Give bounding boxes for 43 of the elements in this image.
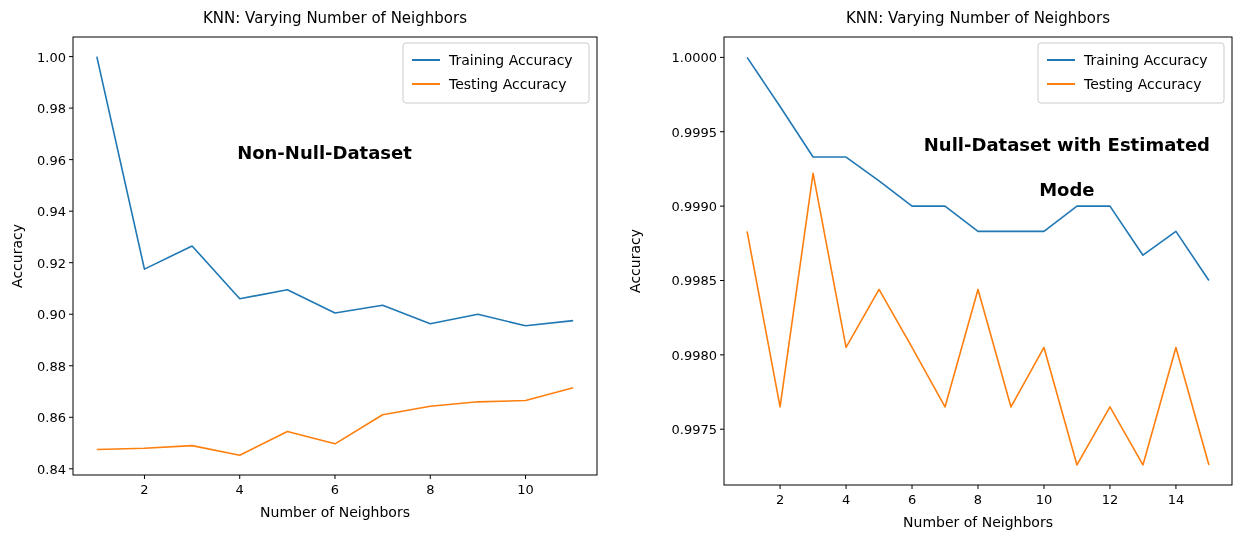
line-series [96, 55, 574, 327]
y-tick-label: 0.98 [37, 101, 66, 117]
x-tick-label: 10 [1035, 492, 1053, 507]
x-tick-label: 2 [140, 482, 149, 497]
legend-label: Training Accuracy [448, 52, 573, 68]
line-series [96, 386, 574, 456]
y-tick-label: 0.9990 [671, 199, 717, 215]
y-tick-label: 0.9995 [671, 124, 717, 140]
chart-title: KNN: Varying Number of Neighbors [203, 9, 468, 27]
y-tick-label: 0.94 [37, 204, 66, 220]
y-tick-label: 1.0000 [671, 50, 717, 66]
y-tick-label: 0.9975 [671, 422, 717, 438]
y-axis-title: Accuracy [627, 229, 643, 293]
x-tick-label: 8 [426, 482, 435, 497]
y-tick-label: 1.00 [37, 49, 66, 65]
line-series [746, 56, 1210, 282]
x-tick-label: 6 [330, 482, 340, 497]
y-tick-label: 0.9980 [671, 347, 717, 363]
y-tick-label: 0.90 [37, 307, 66, 323]
annotation: Non-Null-Dataset [237, 142, 413, 163]
x-tick-label: 10 [517, 482, 534, 497]
x-tick-label: 4 [235, 482, 244, 497]
y-tick-label: 0.96 [37, 152, 66, 168]
x-tick-label: 4 [841, 492, 851, 507]
y-tick-label: 0.9985 [671, 273, 717, 289]
x-tick-label: 2 [775, 492, 785, 507]
y-tick-label: 0.92 [37, 255, 66, 271]
x-axis-title: Number of Neighbors [260, 504, 410, 520]
y-tick-label: 0.84 [37, 461, 66, 477]
x-tick-label: 12 [1101, 492, 1119, 507]
legend-label: Training Accuracy [1083, 52, 1208, 68]
y-axis-title: Accuracy [9, 224, 25, 288]
x-axis-title: Number of Neighbors [903, 514, 1053, 530]
line-series [746, 172, 1210, 466]
x-tick-label: 8 [973, 492, 983, 507]
legend-label: Testing Accuracy [1083, 76, 1202, 92]
legend-label: Testing Accuracy [448, 76, 567, 92]
x-tick-label: 14 [1167, 492, 1185, 507]
y-tick-label: 0.86 [37, 410, 66, 426]
chart-title: KNN: Varying Number of Neighbors [846, 9, 1111, 27]
y-tick-label: 0.88 [37, 358, 66, 374]
text: Null-Dataset with Estimated Mode [923, 134, 1210, 200]
x-tick-label: 6 [907, 492, 917, 507]
